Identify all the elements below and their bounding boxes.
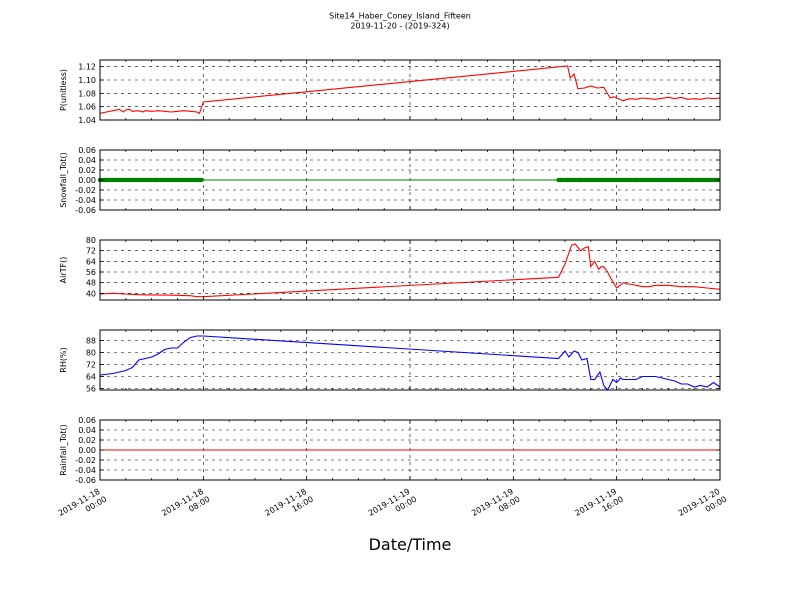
y-tick-label: 56 xyxy=(86,385,96,394)
y-axis-label: Snowfall_Tot() xyxy=(59,152,68,208)
series-line xyxy=(99,65,721,115)
y-tick-label: 0.04 xyxy=(78,156,96,165)
y-tick-label: 0.02 xyxy=(78,166,96,175)
y-tick-label: 0.00 xyxy=(78,446,96,455)
x-axis-label: Date/Time xyxy=(369,535,452,554)
y-tick-label: 1.10 xyxy=(78,76,96,85)
y-tick-label: 80 xyxy=(86,236,96,245)
y-tick-label: -0.06 xyxy=(75,206,96,215)
chart-panel-5: 0.060.040.020.00-0.02-0.04-0.06 Rainfall_… xyxy=(59,416,721,485)
figure-title: Site14_Haber_Coney_Island_Fifteen xyxy=(329,12,471,21)
y-tick-label: -0.02 xyxy=(75,456,96,465)
series-line xyxy=(99,243,721,298)
data-point xyxy=(199,177,204,183)
y-tick-label: -0.04 xyxy=(75,466,96,475)
y-tick-label: 1.08 xyxy=(78,89,96,98)
chart-panel-2: 0.060.040.020.00-0.02-0.04-0.06 Snowfall_… xyxy=(59,146,721,215)
chart-panel-1: 1.04 1.06 1.08 1.10 1.12 P(unitless) xyxy=(59,59,721,125)
y-tick-label: 1.04 xyxy=(78,116,96,125)
y-tick-label: 1.06 xyxy=(78,103,96,112)
y-tick-label: 72 xyxy=(86,361,96,370)
y-tick-label: 64 xyxy=(86,373,96,382)
chart-panels: 1.041.061.081.101.12P(unitless)0.060.040… xyxy=(59,59,721,485)
y-tick-label: 64 xyxy=(86,257,96,266)
y-tick-label: 72 xyxy=(86,247,96,256)
y-tick-label: 0.06 xyxy=(78,146,96,155)
y-tick-label: -0.06 xyxy=(75,476,96,485)
y-tick-label: 0.04 xyxy=(78,426,96,435)
y-axis-label: P(unitless) xyxy=(59,69,68,111)
y-tick-label: 48 xyxy=(86,279,96,288)
y-tick-label: 0.00 xyxy=(78,176,96,185)
y-tick-label: 0.06 xyxy=(78,416,96,425)
y-tick-label: 80 xyxy=(86,349,96,358)
figure-subtitle: 2019-11-20 - (2019-324) xyxy=(350,22,449,31)
y-tick-label: -0.04 xyxy=(75,196,96,205)
y-axis-label: Rainfall_Tot() xyxy=(59,424,68,476)
y-axis-label: RH(%) xyxy=(59,347,68,372)
y-tick-label: 1.12 xyxy=(78,63,96,72)
y-tick-label: -0.02 xyxy=(75,186,96,195)
y-tick-label: 88 xyxy=(86,337,96,346)
y-tick-label: 56 xyxy=(86,268,96,277)
y-tick-label: 40 xyxy=(86,289,96,298)
series-line xyxy=(99,335,721,391)
chart-panel-4: 88 80 72 64 56 RH(%) xyxy=(59,329,721,394)
y-tick-label: 0.02 xyxy=(78,436,96,445)
y-axis-label: AirTF() xyxy=(59,257,68,284)
